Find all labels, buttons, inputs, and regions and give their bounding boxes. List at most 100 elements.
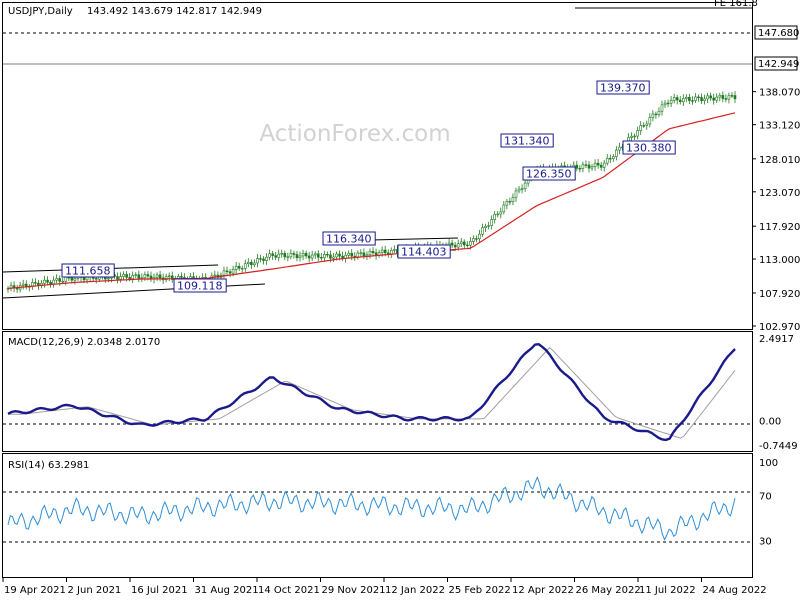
candle-body [612,156,615,159]
candle-body [657,110,661,115]
candle [578,165,582,173]
candle-body [459,241,463,245]
candle-body [605,158,609,164]
candle-body [730,95,734,97]
candle-body [128,277,131,280]
candle-body [240,268,244,270]
candle [633,133,636,140]
candle [508,197,512,206]
candle-body [143,274,147,279]
candle-body [250,262,253,266]
candle [590,164,594,171]
candle [700,93,703,104]
candle-body [633,135,636,138]
candle [612,154,615,162]
candle-body [268,253,271,258]
candle [602,159,606,172]
candle-body [323,253,326,259]
price-tick-label: 113.000 [759,255,800,266]
candle-body [712,97,716,101]
candle-body [697,96,700,99]
candle-body [520,188,524,190]
candle [718,92,722,102]
candle [304,250,308,259]
moving-average-line [7,112,736,289]
date-tick-label: 31 Aug 2021 [195,585,259,596]
candle [393,245,396,253]
candle-body [353,255,357,258]
candle [34,278,37,287]
candle-body [320,256,323,259]
date-tick-label: 11 Jul 2022 [639,585,696,596]
candle-body [274,255,277,258]
candle-body [253,262,256,266]
candle-body [493,213,496,220]
candle-body [55,278,58,281]
candle [24,280,28,290]
rsi-tick-label: 30 [759,536,772,547]
candle [712,93,716,105]
candle [43,275,46,288]
annotation-text: 114.403 [401,246,447,259]
rsi-title: RSI(14) 63.2981 [8,460,89,471]
candle-body [688,96,691,101]
candle-body [371,250,375,254]
candle [137,270,141,283]
candle [645,120,649,130]
annotation-label: 139.370 [596,80,650,95]
candle [164,273,168,283]
candle-body [672,97,676,101]
candle [386,249,390,258]
candle-body [618,146,621,151]
candle-body [386,252,390,255]
price-tick-label: 102.970 [759,322,800,333]
candle [608,154,612,163]
candle-body [639,125,643,131]
candle-body [505,201,509,206]
candle-body [602,162,606,168]
candle [326,251,329,258]
candle-body [34,282,37,284]
candle [134,272,138,279]
candle [472,235,475,245]
candle-body [332,256,335,259]
candle [310,250,314,262]
candle [356,250,360,260]
candle [493,210,496,224]
candle-body [681,98,685,103]
candle [459,237,463,248]
candle-body [691,100,694,102]
candle [651,110,655,122]
candle-body [256,258,259,264]
candle-body [137,274,141,279]
candle [721,91,725,103]
date-tick-label: 12 Apr 2022 [512,585,574,596]
candle [131,271,135,284]
candle-body [721,95,725,99]
candle [277,249,281,262]
candle [262,256,265,265]
candle-body [648,117,652,125]
candle [669,95,673,108]
candle-body [356,252,360,258]
candle-body [271,253,274,256]
candle-body [523,182,527,189]
candle [663,100,667,108]
candle [575,160,579,172]
candle-body [280,253,284,255]
candle [225,266,229,276]
candle-body [335,253,338,258]
candle [347,250,350,259]
candle-body [289,253,293,258]
candle-body [316,253,320,258]
candle-body [122,274,125,277]
candle [292,250,296,259]
candle [584,160,588,169]
candle [593,159,597,171]
candle [654,111,658,119]
annotation-text: 139.370 [600,82,646,95]
candle-body [301,253,305,257]
candle [341,251,344,261]
candle-body [456,243,460,248]
date-tick-label: 14 Oct 2021 [258,585,320,596]
